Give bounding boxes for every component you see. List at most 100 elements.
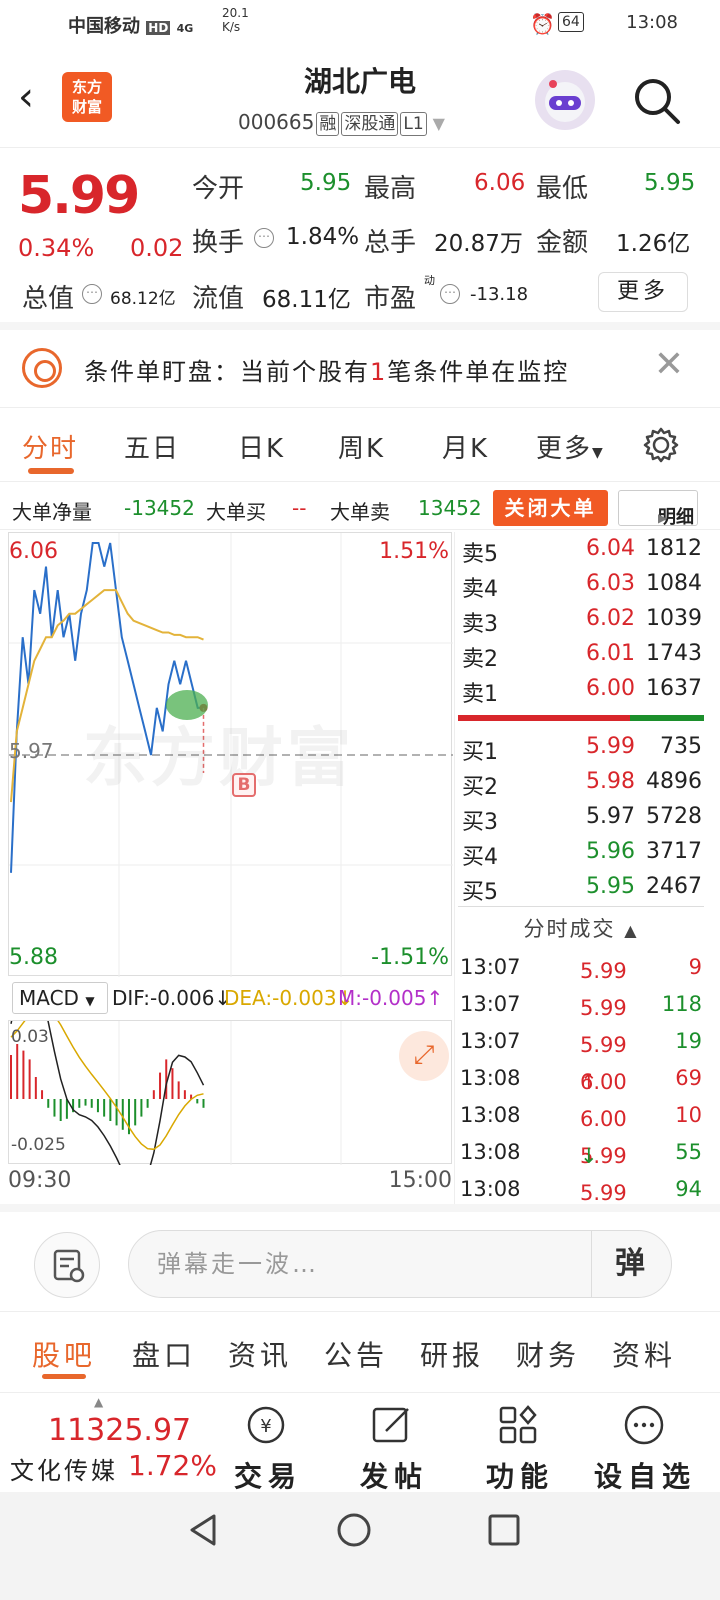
trade-button[interactable]: 交易 xyxy=(234,1460,303,1493)
trade-volume: 55 xyxy=(675,1140,702,1164)
sell-row: 卖4 6.03 1084 xyxy=(458,567,704,602)
nav-back-icon[interactable] xyxy=(184,1510,224,1550)
level-volume: 4896 xyxy=(646,769,702,794)
level-label: 卖2 xyxy=(462,647,498,672)
trade-row: 13:07 5.99 19 xyxy=(460,1029,702,1057)
post-button[interactable]: 发帖 xyxy=(360,1460,429,1493)
stock-code: 000665 xyxy=(238,110,315,134)
level-label: 卖3 xyxy=(462,612,498,637)
buy-row: 买5 5.95 2467 xyxy=(458,870,704,905)
buy-row: 买3 5.97 5728 xyxy=(458,800,704,835)
more-quote-button[interactable]: 更多 xyxy=(598,272,688,312)
more-circle-icon[interactable] xyxy=(622,1403,666,1447)
level-volume: 3717 xyxy=(646,839,702,864)
last-price: 5.99 xyxy=(18,166,140,226)
net-speed: 20.1 K/s xyxy=(222,6,249,34)
tab-5day[interactable]: 五日 xyxy=(124,434,181,464)
base-price-label: 5.97 xyxy=(9,739,54,763)
sector-index-value: 11325.97 xyxy=(48,1413,192,1448)
macd-chart[interactable]: 0.03 -0.025 ⤢ xyxy=(8,967,452,1191)
tab-announcements[interactable]: 公告 xyxy=(324,1339,389,1372)
nav-home-icon[interactable] xyxy=(334,1510,374,1550)
field-label: 最低 xyxy=(536,174,589,204)
trade-time: 13:08 xyxy=(460,1177,521,1201)
barrage-toggle-button[interactable]: 弹 xyxy=(591,1231,671,1297)
level-label: 买5 xyxy=(462,880,498,905)
macd-bottom-label: -0.025 xyxy=(11,1135,66,1155)
trade-ticker-header[interactable]: 分时成交 ▲ xyxy=(523,917,639,941)
sell-row: 卖1 6.00 1637 xyxy=(458,672,704,707)
level-price: 6.02 xyxy=(586,606,635,631)
trade-row: 13:08 5.99 ↓ 55 xyxy=(460,1140,702,1168)
field-label: 流值 xyxy=(192,284,245,314)
trade-row: 13:07 5.99 118 xyxy=(460,992,702,1020)
sector-name: 文化传媒 xyxy=(10,1457,118,1485)
tab-intraday[interactable]: 分时 xyxy=(22,434,79,464)
level-price: 5.95 xyxy=(586,874,635,899)
barrage-input[interactable]: 弹幕走一波… 弹 xyxy=(128,1230,672,1298)
buy-marker[interactable]: B xyxy=(232,773,256,797)
bottom-toolbar: ▲ 11325.97 文化传媒 1.72% ¥ 交易 发帖 功能 设自选 xyxy=(0,1392,720,1493)
info-icon[interactable]: ⋯ xyxy=(440,284,460,304)
quote-panel: 5.99 0.34% 0.02 今开 5.95 最高 6.06 最低 5.95 … xyxy=(0,148,720,330)
add-watchlist-button[interactable]: 设自选 xyxy=(594,1460,697,1493)
big-buy-label: 大单买 xyxy=(206,500,266,524)
compose-icon[interactable] xyxy=(370,1403,414,1447)
chevron-down-icon[interactable]: ▼ xyxy=(432,114,445,133)
close-icon[interactable]: ✕ xyxy=(653,344,684,385)
level-volume: 1743 xyxy=(646,641,702,666)
chart-tabs: 分时 五日 日K 周K 月K 更多▼ xyxy=(0,410,720,482)
status-bar: 中国移动 HD 4G 20.1 K/s ⏰ 64 13:08 xyxy=(0,0,720,48)
trade-time: 13:07 xyxy=(460,1029,521,1053)
carrier-label: 中国移动 HD 4G xyxy=(68,16,194,37)
back-button[interactable]: ‹ xyxy=(18,74,34,120)
robot-avatar[interactable] xyxy=(535,70,595,130)
condition-order-notice[interactable]: 条件单盯盘：当前个股有1笔条件单在监控 ✕ xyxy=(0,330,720,408)
tab-news[interactable]: 资讯 xyxy=(228,1339,293,1372)
tab-finance[interactable]: 财务 xyxy=(516,1339,581,1372)
nav-recents-icon[interactable] xyxy=(484,1510,524,1550)
target-icon xyxy=(22,348,62,388)
close-big-order-button[interactable]: 关闭大单 xyxy=(493,490,608,526)
tab-monthly-k[interactable]: 月K xyxy=(442,434,490,464)
level-label: 买2 xyxy=(462,775,498,800)
tab-profile[interactable]: 资料 xyxy=(612,1339,677,1372)
detail-button[interactable]: 明细 ▶ xyxy=(618,490,698,528)
sell-row: 卖3 6.02 1039 xyxy=(458,602,704,637)
tag-level: L1 xyxy=(400,112,427,136)
level-price: 5.96 xyxy=(586,839,635,864)
level-label: 卖5 xyxy=(462,542,498,567)
level-label: 卖4 xyxy=(462,577,498,602)
tab-research[interactable]: 研报 xyxy=(420,1339,485,1372)
eastmoney-logo[interactable]: 东方 财富 xyxy=(62,72,112,122)
trade-time: 13:08 xyxy=(460,1103,521,1127)
tab-weekly-k[interactable]: 周K xyxy=(338,434,386,464)
info-icon[interactable]: ⋯ xyxy=(254,228,274,248)
expand-icon[interactable]: ⤢ xyxy=(399,1031,449,1081)
level-price: 5.97 xyxy=(586,804,635,829)
intraday-chart[interactable]: 东方财富 6.06 1.51% 5.97 5.88 -1.51% B xyxy=(8,532,453,977)
functions-button[interactable]: 功能 xyxy=(486,1460,555,1493)
gear-icon[interactable] xyxy=(642,426,680,464)
tab-daily-k[interactable]: 日K xyxy=(238,434,286,464)
trade-ticker[interactable]: 分时成交 ▲ 13:07 5.99 9 13:07 5.99 118 13:07 5.99… xyxy=(458,906,704,1210)
trade-volume: 10 xyxy=(675,1103,702,1127)
search-icon[interactable] xyxy=(632,76,682,126)
info-icon[interactable]: ⋯ xyxy=(82,284,102,304)
pct-high-label: 1.51% xyxy=(379,539,449,564)
apps-icon[interactable] xyxy=(496,1403,540,1447)
tab-guba[interactable]: 股吧 xyxy=(32,1339,97,1372)
macd-top-label: 0.03 xyxy=(11,1027,49,1047)
level-price: 5.99 xyxy=(586,734,635,759)
level-volume: 1084 xyxy=(646,571,702,596)
big-net-value: -13452 xyxy=(124,496,195,520)
tab-more[interactable]: 更多▼ xyxy=(536,434,605,464)
order-book[interactable]: 卖5 6.04 1812 卖4 6.03 1084 卖3 6.02 1039 卖2 6.01 1… xyxy=(458,532,704,905)
notice-text: 条件单盯盘：当前个股有1笔条件单在监控 xyxy=(84,358,570,386)
trade-icon[interactable]: ¥ xyxy=(244,1403,288,1447)
tab-pankou[interactable]: 盘口 xyxy=(132,1339,197,1372)
indicator-select[interactable]: MACD ▼ xyxy=(12,982,108,1014)
barrage-settings-icon[interactable] xyxy=(34,1232,100,1298)
alarm-icon: ⏰ xyxy=(530,12,555,36)
tab-indicator xyxy=(28,468,74,474)
